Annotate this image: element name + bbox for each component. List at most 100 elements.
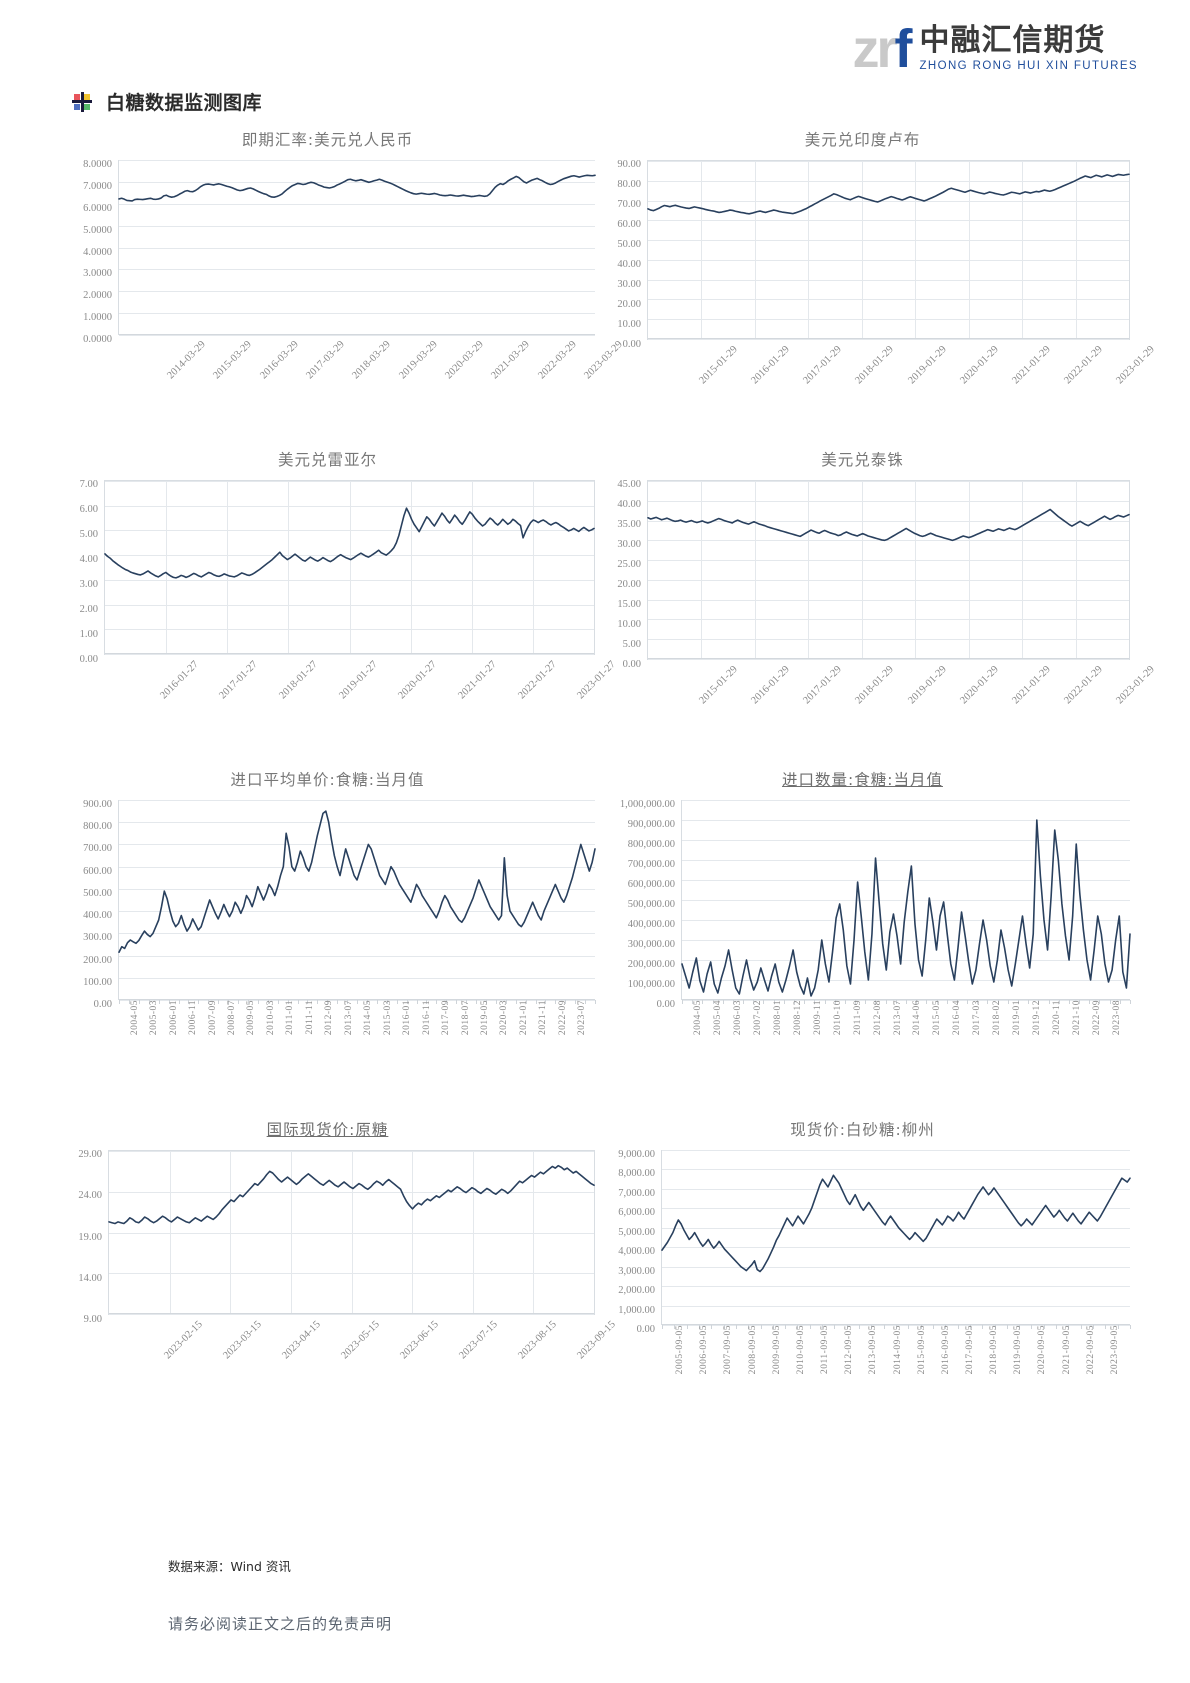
- x-axis-labels: 2004-05 2005-04 2006-03 2007-02 2008-01 2008-…: [595, 1000, 1130, 1072]
- x-tick-label: 2014-06: [912, 1000, 923, 1036]
- x-tick-label: 2011-09-05: [820, 1325, 831, 1374]
- series-line: [119, 800, 595, 1000]
- horizontal-gridline: [648, 659, 1129, 660]
- x-tick-mark: [804, 1000, 806, 1004]
- x-tick-mark: [875, 1000, 877, 1004]
- x-tick-label: 2019-01-29: [905, 664, 949, 707]
- horizontal-gridline: [119, 866, 595, 868]
- chart-cell-usdbrl: 美元兑雷亚尔 7.00 6.00 5.00 4.00 3.00 2.00 1.00 0.00 20…: [60, 448, 618, 722]
- row-spacer: [60, 722, 1130, 768]
- x-tick-label: 2020-09-05: [1037, 1325, 1048, 1375]
- vertical-gridline: [533, 1151, 535, 1314]
- x-tick-label: 2011-01: [285, 1000, 296, 1035]
- x-tick-label: 2006-11: [188, 1000, 199, 1035]
- plot-canvas: [647, 480, 1130, 660]
- x-tick-label: 2023-05-15: [339, 1319, 382, 1362]
- x-tick-label: 2010-03: [265, 1000, 276, 1036]
- chart-cell-intl_spot_raw_sugar: 国际现货价:原糖 29.00 24.00 19.00 14.00 9.00 2023-02-…: [60, 1118, 618, 1397]
- logo-letter-z: z: [852, 18, 880, 79]
- vertical-gridline: [1075, 161, 1077, 339]
- horizontal-gridline: [648, 481, 1129, 482]
- x-tick-label: 2007-09: [207, 1000, 218, 1036]
- chart-title: 现货价:白砂糖:柳州: [790, 1121, 935, 1139]
- x-tick-mark: [895, 1000, 897, 1004]
- x-tick-label: 2021-11: [538, 1000, 549, 1035]
- horizontal-gridline: [119, 911, 595, 913]
- x-tick-mark: [722, 1000, 724, 1004]
- x-tick-label: 2022-09: [1092, 1000, 1103, 1036]
- horizontal-gridline: [682, 820, 1130, 821]
- x-tick-label: 2005-03: [149, 1000, 160, 1036]
- horizontal-gridline: [119, 160, 595, 161]
- x-tick-label: 2021-01-27: [456, 659, 499, 702]
- x-tick-mark: [896, 1325, 897, 1329]
- horizontal-gridline: [662, 1150, 1130, 1151]
- y-axis-labels: 9,000.00 8,000.00 7,000.00 6,000.00 5,000.00…: [618, 1149, 655, 1335]
- x-tick-mark: [446, 1000, 448, 1004]
- x-tick-mark: [1048, 1000, 1050, 1004]
- x-tick-label: 2012-08: [872, 1000, 883, 1036]
- vertical-gridline: [1022, 481, 1024, 659]
- x-tick-mark: [485, 1000, 487, 1004]
- x-tick-mark: [1105, 1325, 1107, 1329]
- vertical-gridline: [288, 481, 290, 654]
- x-tick-mark: [692, 1000, 694, 1004]
- chart-title: 进口数量:食糖:当月值: [782, 771, 943, 789]
- horizontal-gridline: [119, 203, 595, 205]
- x-tick-label: 2015-09-05: [916, 1325, 927, 1375]
- x-tick-mark: [148, 1000, 150, 1004]
- vertical-gridline: [532, 481, 534, 654]
- x-tick-label: 2022-09-05: [1085, 1325, 1096, 1375]
- x-tick-label: 2018-03-29: [350, 339, 394, 382]
- chart-cell-import_avg_price_sugar: 进口平均单价:食糖:当月值 900.00 800.00 700.00 600.00 500…: [60, 768, 596, 1072]
- chart-cell-usdthb: 美元兑泰铢 45.00 40.00 35.00 30.00 25.00 20.00 15.00…: [595, 448, 1156, 722]
- horizontal-gridline: [105, 654, 594, 655]
- x-tick-mark: [257, 1000, 259, 1004]
- x-tick-label: 2023-09-05: [1109, 1325, 1120, 1375]
- x-tick-label: 2023-08-15: [516, 1319, 560, 1362]
- x-tick-mark: [844, 1000, 846, 1004]
- x-tick-mark: [1018, 1000, 1019, 1004]
- x-tick-label: 2017-01-27: [217, 659, 261, 702]
- x-tick-mark: [1006, 1325, 1008, 1329]
- x-tick-mark: [119, 1000, 120, 1004]
- horizontal-gridline: [662, 1208, 1130, 1210]
- x-tick-label: 2009-11: [812, 1000, 823, 1035]
- vertical-gridline: [1022, 161, 1024, 339]
- row-spacer: [60, 402, 1130, 448]
- x-tick-mark: [885, 1000, 887, 1004]
- vertical-gridline: [169, 1151, 171, 1314]
- horizontal-gridline: [662, 1266, 1130, 1268]
- x-tick-mark: [565, 1000, 567, 1004]
- x-tick-label: 2020-01-27: [396, 659, 440, 702]
- horizontal-gridline: [648, 560, 1129, 562]
- horizontal-gridline: [648, 520, 1129, 522]
- horizontal-gridline: [662, 1227, 1130, 1229]
- company-name-block: 中融汇信期货 ZHONG RONG HUI XIN FUTURES: [920, 26, 1139, 73]
- x-tick-mark: [997, 1000, 999, 1004]
- x-tick-mark: [357, 1000, 358, 1004]
- vertical-gridline: [230, 1151, 232, 1314]
- vertical-gridline: [861, 481, 863, 659]
- x-tick-mark: [575, 1000, 577, 1004]
- x-axis-labels: 2015-01-29 2016-01-29 2017-01-29 2018-01-29…: [595, 660, 1156, 722]
- x-tick-label: 2013-07: [343, 1000, 354, 1036]
- x-tick-label: 2019-05: [479, 1000, 490, 1036]
- x-tick-label: 2006-09-05: [699, 1325, 710, 1375]
- plot-canvas: [108, 1150, 595, 1315]
- x-tick-mark: [794, 1000, 795, 1004]
- x-tick-label: 2018-01-29: [853, 344, 897, 387]
- x-tick-mark: [1007, 1000, 1009, 1004]
- x-tick-mark: [967, 1000, 969, 1004]
- x-tick-mark: [871, 1325, 873, 1329]
- x-tick-label: 2019-09-05: [1013, 1325, 1024, 1375]
- vertical-gridline: [166, 481, 168, 654]
- x-tick-label: 2011-11: [304, 1000, 315, 1035]
- x-tick-mark: [906, 1000, 907, 1004]
- horizontal-gridline: [119, 335, 595, 336]
- x-tick-label: 2004-05: [129, 1000, 140, 1036]
- x-tick-mark: [987, 1000, 989, 1004]
- x-tick-label: 2009-05: [246, 1000, 257, 1036]
- x-tick-label: 2023-01-29: [1114, 344, 1157, 387]
- horizontal-gridline: [648, 579, 1129, 581]
